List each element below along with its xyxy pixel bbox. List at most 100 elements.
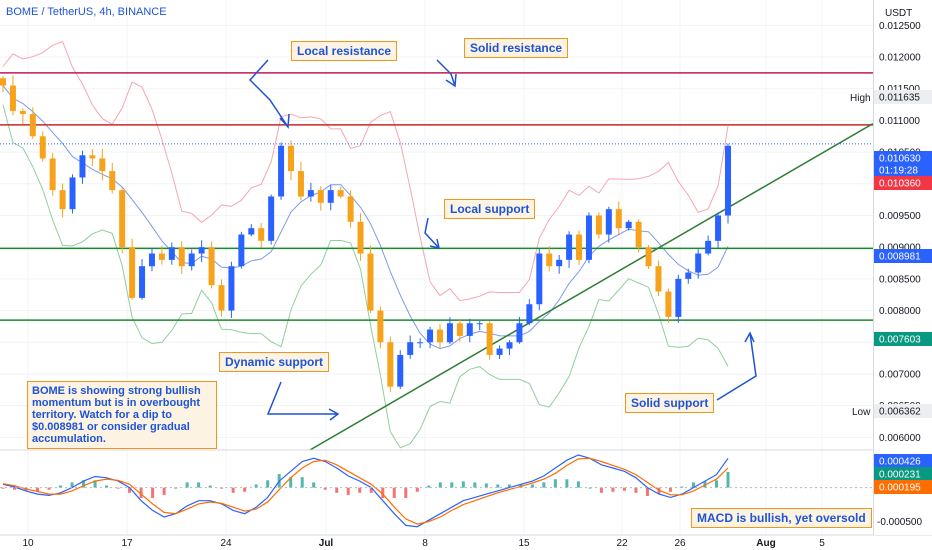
candle-body-56 [556, 259, 563, 267]
note-solid-resistance: Solid resistance [464, 38, 569, 58]
time-axis: 10 17 24 Jul 8 15 22 26 Aug 5 [0, 534, 932, 549]
macd-hist-4 [47, 487, 51, 490]
macd-hist-0 [1, 487, 5, 489]
candle-body-59 [585, 215, 592, 260]
candle-body-6 [59, 190, 66, 210]
candle-body-28 [278, 145, 285, 197]
macd-hist-39 [450, 482, 454, 488]
macd-line [2, 454, 729, 528]
candle-body-67 [665, 291, 672, 317]
price-tick-7: 0.009000 [879, 243, 921, 254]
symbol-title[interactable]: BOME / TetherUS, 4h, BINANCE [6, 6, 167, 18]
last-price-tag-bg [874, 151, 932, 165]
macd-hist-59 [680, 486, 684, 488]
macd-hist-41 [473, 482, 477, 488]
candles [0, 75, 731, 393]
arrow-local-support [424, 217, 440, 249]
price-tick-3: 0.011000 [879, 116, 920, 127]
candle-body-3 [29, 114, 36, 137]
price-axis[interactable]: 0.0125000.0120000.0115000.0110000.010500… [873, 0, 932, 535]
price-tick-0: 0.012500 [879, 21, 921, 32]
note-solid-support: Solid support [625, 393, 715, 413]
time-label-1: 17 [121, 538, 133, 549]
macd-hist-37 [427, 485, 431, 488]
macd-hist-11 [128, 487, 132, 493]
candle-body-7 [69, 177, 76, 210]
macd-tag-2-bg [874, 480, 932, 494]
candle-body-37 [367, 253, 374, 311]
time-label-2: 24 [220, 538, 232, 549]
price-levels [0, 72, 874, 451]
candle-body-70 [695, 253, 702, 273]
red-price-tag-bg [874, 176, 932, 190]
currency-label[interactable]: USDT [885, 8, 913, 19]
candle-body-41 [407, 342, 414, 355]
macd-hist-19 [220, 487, 224, 489]
macd-hist-29 [335, 487, 339, 493]
candle-body-66 [655, 266, 662, 292]
candle-body-72 [715, 215, 722, 241]
low-label: Low [852, 407, 871, 418]
candle-body-46 [456, 323, 463, 336]
macd-hist-52 [599, 487, 603, 493]
note-local-resistance: Local resistance [291, 41, 398, 61]
macd-hist-43 [496, 484, 500, 488]
last-price-tag: 0.010630 [879, 154, 921, 165]
candle-body-71 [705, 240, 712, 254]
time-label-4: 8 [422, 538, 428, 549]
candle-body-68 [675, 278, 682, 317]
candle-body-24 [238, 234, 245, 267]
candle-body-53 [526, 304, 533, 324]
macd-hist-58 [668, 487, 672, 492]
candle-body-4 [39, 136, 46, 159]
candle-body-45 [446, 323, 453, 343]
time-label-8: Aug [756, 538, 775, 549]
macd-hist-20 [231, 487, 235, 493]
candle-body-31 [307, 190, 314, 197]
price-tick-11: 0.007000 [879, 369, 921, 380]
note-dynamic-support: Dynamic support [219, 352, 330, 372]
candle-body-43 [427, 329, 434, 343]
macd-tag-1-bg [874, 467, 932, 481]
countdown-tag: 01:19:28 [879, 166, 918, 177]
macd-hist-27 [312, 482, 316, 488]
macd-hist-10 [116, 487, 120, 489]
green-price-tag-bg [874, 332, 932, 346]
macd-hist-31 [358, 487, 362, 493]
candle-body-40 [397, 354, 404, 387]
candle-body-36 [357, 221, 364, 254]
macd-hist-6 [70, 482, 74, 488]
candle-body-44 [436, 329, 443, 343]
macd-tag-1: 0.000231 [879, 470, 921, 481]
macd-hist-42 [484, 483, 488, 488]
macd-hist-26 [300, 477, 304, 488]
candle-body-51 [506, 342, 513, 349]
note-commentary: BOME is showing strong bullish momentum … [27, 381, 217, 449]
time-label-7: 26 [674, 538, 686, 549]
macd-hist-3 [36, 487, 40, 492]
candle-body-14 [139, 266, 146, 298]
note-macd: MACD is bullish, yet oversold [691, 508, 872, 528]
candle-body-11 [109, 171, 116, 191]
macd-hist-8 [93, 480, 97, 488]
macd-hist-21 [243, 487, 247, 492]
macd-hist-50 [576, 481, 580, 488]
candle-body-15 [148, 253, 155, 267]
candle-body-21 [208, 247, 215, 286]
bollinger-bands [2, 40, 729, 449]
arrow-local-resistance [248, 59, 290, 129]
support-price-tag: 0.008981 [879, 252, 921, 263]
candle-body-5 [49, 158, 56, 191]
candle-body-10 [99, 158, 106, 172]
macd-hist-46 [530, 484, 534, 488]
macd-hist-62 [714, 480, 718, 488]
macd-hist-7 [82, 480, 86, 488]
candle-body-9 [89, 155, 96, 159]
macd-hist-34 [392, 487, 396, 499]
macd-hist-51 [588, 487, 592, 489]
candle-body-55 [546, 253, 553, 267]
macd-hist-40 [461, 481, 465, 488]
candle-body-18 [178, 247, 185, 267]
macd-hist-47 [542, 482, 546, 488]
